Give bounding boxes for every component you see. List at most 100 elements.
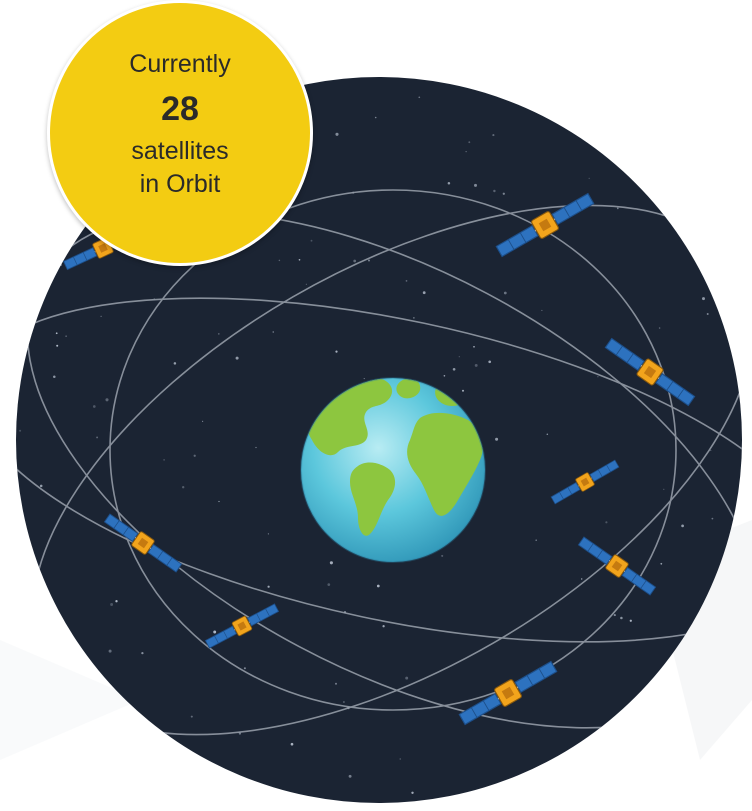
star-icon: [310, 239, 313, 242]
star-icon: [243, 667, 246, 670]
star-icon: [376, 584, 380, 588]
star-icon: [115, 600, 118, 603]
star-icon: [399, 758, 401, 760]
star-icon: [49, 645, 53, 649]
badge-text: Currently 28 satellites in Orbit: [50, 50, 310, 199]
satellite-count: 28: [161, 89, 199, 128]
earth-icon: [300, 377, 486, 563]
star-icon: [190, 715, 193, 718]
star-icon: [616, 207, 619, 210]
star-icon: [493, 189, 496, 193]
star-icon: [211, 768, 213, 770]
star-icon: [711, 517, 714, 520]
star-icon: [218, 500, 220, 503]
star-icon: [411, 791, 414, 794]
star-icon: [382, 625, 385, 628]
star-icon: [235, 356, 239, 360]
star-icon: [405, 280, 408, 282]
star-icon: [613, 614, 616, 617]
star-icon: [703, 80, 705, 83]
star-icon: [202, 420, 204, 422]
satellite-icon: [604, 337, 696, 407]
star-icon: [473, 345, 475, 348]
star-icon: [32, 301, 36, 305]
badge-line-currently: Currently: [129, 50, 231, 78]
star-icon: [335, 132, 339, 136]
star-icon: [492, 134, 495, 137]
orbit-ring-wide: [16, 297, 742, 643]
star-icon: [443, 374, 446, 377]
star-icon: [374, 116, 377, 119]
star-icon: [110, 603, 114, 606]
star-icon: [452, 367, 456, 371]
star-icon: [272, 331, 274, 333]
star-icon: [193, 454, 196, 457]
star-icon: [681, 524, 684, 528]
star-icon: [490, 85, 492, 87]
star-icon: [29, 255, 31, 258]
star-icon: [267, 533, 269, 535]
star-icon: [422, 291, 426, 295]
satellite-icon: [577, 536, 657, 596]
star-icon: [663, 488, 665, 490]
star-icon: [100, 315, 102, 317]
star-icon: [217, 333, 220, 335]
star-icon: [441, 554, 444, 557]
star-icon: [213, 630, 217, 634]
star-icon: [405, 676, 409, 680]
star-icon: [541, 309, 543, 311]
star-icon: [298, 258, 301, 261]
star-icon: [474, 363, 478, 367]
star-icon: [363, 378, 365, 380]
star-icon: [53, 375, 56, 379]
star-icon: [105, 398, 109, 402]
star-icon: [65, 335, 67, 337]
star-icon: [335, 350, 338, 353]
satellite-icon: [204, 603, 280, 649]
satellite-icon: [458, 660, 558, 726]
star-icon: [96, 436, 99, 439]
orbit-ring-outer: [109, 189, 677, 711]
star-icon: [305, 283, 307, 285]
star-icon: [267, 585, 270, 588]
star-icon: [182, 486, 185, 489]
star-icon: [329, 561, 333, 565]
satellite-icon: [550, 459, 620, 505]
star-icon: [615, 787, 619, 791]
star-icon: [141, 651, 144, 655]
star-icon: [526, 89, 528, 92]
badge-line-satellites: satellites: [131, 136, 229, 165]
star-icon: [413, 317, 415, 319]
star-icon: [92, 405, 96, 408]
star-icon: [192, 762, 194, 764]
star-icon: [327, 583, 331, 586]
star-icon: [255, 446, 257, 449]
star-icon: [474, 183, 477, 187]
star-icon: [620, 616, 623, 620]
star-icon: [605, 521, 608, 524]
star-icon: [36, 189, 39, 193]
star-icon: [495, 437, 499, 441]
star-icon: [660, 562, 663, 565]
star-icon: [447, 181, 451, 185]
star-icon: [59, 263, 62, 266]
satellite-icon: [103, 513, 183, 573]
star-icon: [588, 177, 590, 180]
star-icon: [502, 192, 505, 195]
satellite-icon: [495, 192, 595, 258]
star-icon: [657, 761, 660, 764]
satellites-group: [62, 192, 696, 726]
star-icon: [658, 327, 661, 329]
star-icon: [458, 356, 460, 358]
star-icon: [342, 701, 345, 703]
star-icon: [488, 360, 492, 364]
star-icon: [348, 774, 352, 778]
star-icon: [290, 742, 294, 746]
star-icon: [597, 376, 599, 378]
star-icon: [39, 484, 43, 488]
star-icon: [503, 291, 507, 295]
star-icon: [173, 362, 177, 365]
star-icon: [580, 578, 583, 580]
star-icon: [19, 429, 22, 432]
star-icon: [56, 344, 59, 347]
